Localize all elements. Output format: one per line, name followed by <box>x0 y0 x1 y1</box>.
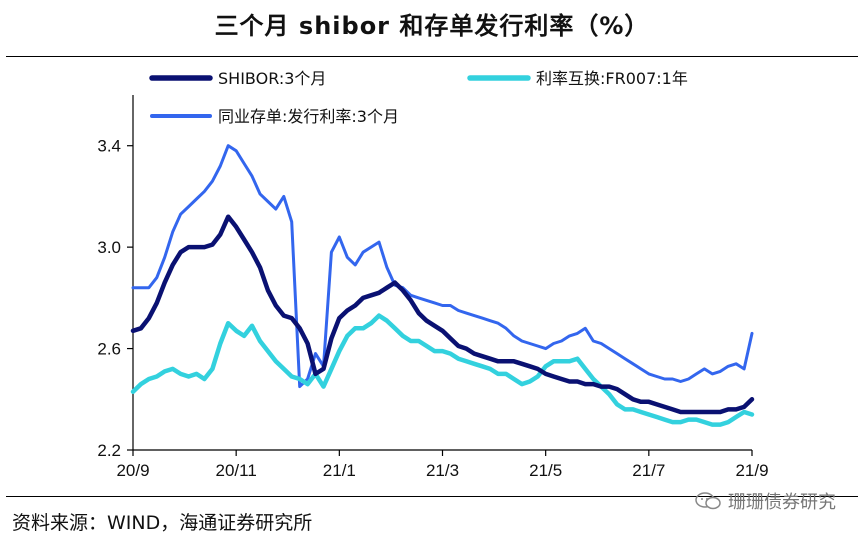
x-tick-label: 21/3 <box>426 461 459 480</box>
x-tick-label: 21/7 <box>632 461 665 480</box>
x-tick-label: 21/1 <box>323 461 356 480</box>
y-tick-label: 2.6 <box>97 340 121 359</box>
watermark-text: 珊珊债券研究 <box>728 492 836 513</box>
series-line-2 <box>131 144 754 389</box>
watermark: 珊珊债券研究 <box>694 488 836 514</box>
legend-label-2: 同业存单:发行利率:3个月 <box>218 107 399 126</box>
chart-title: 三个月 shibor 和存单发行利率（%） <box>214 12 650 40</box>
chart-axes: 3.4 3.0 2.6 2.220/9 20/11 21/1 21/3 21/5 21/7 21/… <box>97 95 769 480</box>
series-layer <box>130 144 755 427</box>
y-tick-label: 2.2 <box>97 441 121 460</box>
title-divider <box>6 56 858 57</box>
source-note: 资料来源：WIND，海通证券研究所 <box>12 512 313 534</box>
wechat-icon <box>695 492 721 510</box>
series-line-0 <box>130 214 755 415</box>
x-tick-label: 21/9 <box>735 461 768 480</box>
y-tick-label: 3.0 <box>97 238 121 257</box>
x-tick-label: 20/11 <box>216 461 257 480</box>
footer-divider <box>6 496 858 497</box>
x-tick-label: 20/9 <box>116 461 149 480</box>
legend-label-1: 利率互换:FR007:1年 <box>536 69 688 88</box>
y-tick-label: 3.4 <box>97 137 121 156</box>
series-line-1 <box>130 313 755 427</box>
x-tick-label: 21/5 <box>529 461 562 480</box>
legend-label-0: SHIBOR:3个月 <box>218 69 326 88</box>
